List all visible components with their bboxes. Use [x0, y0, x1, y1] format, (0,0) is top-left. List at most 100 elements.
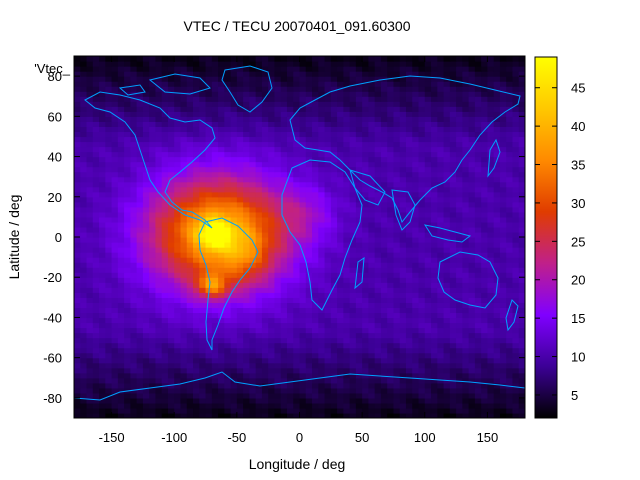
heatmap-cell	[355, 166, 363, 173]
heatmap-cell	[468, 186, 476, 193]
heatmap-cell	[155, 387, 163, 394]
heatmap-cell	[286, 171, 294, 178]
heatmap-cell	[249, 101, 257, 107]
heatmap-cell	[199, 216, 207, 223]
heatmap-cell	[424, 242, 432, 248]
heatmap-cell	[236, 237, 244, 243]
heatmap-cell	[186, 216, 194, 223]
heatmap-cell	[355, 216, 363, 223]
heatmap-cell	[130, 86, 138, 92]
heatmap-cell	[249, 191, 257, 198]
heatmap-cell	[518, 262, 525, 268]
heatmap-cell	[474, 81, 482, 87]
heatmap-cell	[224, 242, 232, 248]
heatmap-cell	[424, 297, 432, 303]
heatmap-cell	[186, 267, 194, 273]
heatmap-cell	[393, 292, 401, 298]
heatmap-cell	[456, 131, 463, 138]
heatmap-cell	[405, 221, 413, 228]
heatmap-cell	[280, 211, 288, 218]
heatmap-cell	[374, 231, 382, 238]
heatmap-cell	[362, 101, 369, 107]
heatmap-cell	[337, 226, 344, 233]
heatmap-cell	[199, 412, 207, 418]
heatmap-cell	[299, 342, 307, 349]
heatmap-cell	[86, 161, 94, 168]
heatmap-cell	[362, 377, 369, 384]
heatmap-cell	[374, 387, 382, 394]
heatmap-cell	[99, 166, 106, 173]
heatmap-cell	[518, 216, 525, 223]
heatmap-cell	[399, 176, 407, 183]
heatmap-cell	[399, 121, 407, 127]
heatmap-cell	[180, 342, 188, 349]
heatmap-cell	[318, 242, 326, 248]
heatmap-cell	[205, 91, 213, 97]
heatmap-cell	[337, 302, 344, 308]
heatmap-cell	[80, 156, 88, 163]
heatmap-cell	[136, 211, 144, 218]
heatmap-cell	[117, 307, 125, 314]
heatmap-cell	[424, 231, 432, 238]
heatmap-cell	[299, 242, 307, 248]
heatmap-cell	[142, 221, 150, 228]
heatmap-cell	[142, 231, 150, 238]
heatmap-cell	[218, 362, 225, 369]
heatmap-cell	[105, 387, 113, 394]
heatmap-cell	[211, 151, 219, 158]
heatmap-cell	[380, 412, 388, 418]
heatmap-cell	[305, 106, 313, 112]
heatmap-cell	[393, 322, 401, 329]
heatmap-cell	[312, 297, 319, 303]
heatmap-cell	[343, 186, 351, 193]
heatmap-cell	[468, 412, 476, 418]
heatmap-cell	[399, 307, 407, 314]
heatmap-cell	[142, 136, 150, 143]
heatmap-cell	[405, 161, 413, 168]
heatmap-cell	[418, 412, 426, 418]
heatmap-cell	[487, 412, 495, 418]
heatmap-cell	[193, 282, 200, 288]
heatmap-cell	[280, 121, 288, 127]
heatmap-cell	[330, 257, 338, 263]
heatmap-cell	[286, 377, 294, 384]
heatmap-cell	[218, 357, 225, 364]
heatmap-cell	[243, 317, 250, 324]
heatmap-cell	[130, 332, 138, 339]
heatmap-cell	[236, 362, 244, 369]
heatmap-cell	[443, 372, 451, 379]
heatmap-cell	[481, 211, 489, 218]
heatmap-cell	[387, 216, 395, 223]
heatmap-cell	[318, 191, 326, 198]
heatmap-cell	[80, 412, 88, 418]
heatmap-cell	[355, 86, 363, 92]
heatmap-cell	[92, 242, 100, 248]
heatmap-cell	[337, 141, 344, 148]
heatmap-cell	[149, 156, 157, 163]
heatmap-cell	[193, 307, 200, 314]
heatmap-cell	[218, 111, 225, 117]
heatmap-cell	[418, 201, 426, 208]
heatmap-cell	[324, 231, 332, 238]
heatmap-cell	[155, 126, 163, 133]
heatmap-cell	[205, 397, 213, 404]
heatmap-cell	[437, 86, 445, 92]
heatmap-cell	[481, 106, 489, 112]
heatmap-cell	[368, 307, 376, 314]
heatmap-cell	[86, 121, 94, 127]
heatmap-cell	[462, 101, 470, 107]
heatmap-cell	[418, 226, 426, 233]
heatmap-cell	[268, 387, 276, 394]
heatmap-cell	[243, 171, 250, 178]
heatmap-cell	[362, 282, 369, 288]
heatmap-cell	[474, 337, 482, 344]
heatmap-cell	[180, 362, 188, 369]
heatmap-cell	[343, 81, 351, 87]
heatmap-cell	[518, 407, 525, 414]
heatmap-cell	[312, 96, 319, 102]
heatmap-cell	[243, 272, 250, 278]
heatmap-cell	[243, 106, 250, 112]
heatmap-cell	[481, 257, 489, 263]
heatmap-cell	[193, 86, 200, 92]
heatmap-cell	[224, 347, 232, 354]
